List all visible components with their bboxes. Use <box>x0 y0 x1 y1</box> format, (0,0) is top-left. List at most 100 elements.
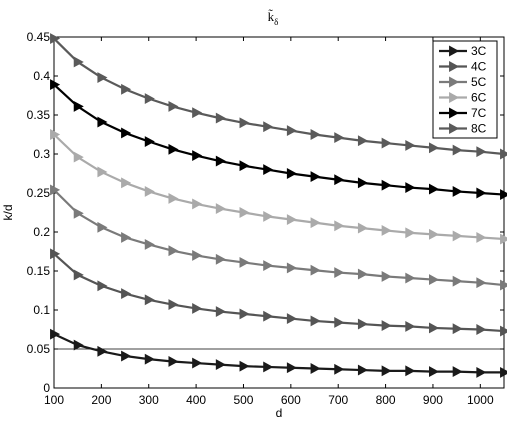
data-point <box>97 72 108 83</box>
legend-marker <box>449 61 460 72</box>
data-point <box>476 232 487 243</box>
data-point <box>476 366 487 378</box>
data-point <box>381 320 392 332</box>
data-point <box>405 365 416 377</box>
data-point <box>476 187 487 199</box>
legend-item: 6C <box>439 91 487 105</box>
data-point <box>50 79 61 91</box>
data-point <box>500 233 507 245</box>
data-point <box>334 317 345 328</box>
data-point <box>452 186 463 197</box>
x-tick-label: 600 <box>281 393 301 407</box>
data-point <box>215 306 226 317</box>
data-point <box>334 132 345 144</box>
y-tick-label: 0.35 <box>27 108 51 122</box>
data-point <box>428 142 440 154</box>
legend-marker <box>449 107 460 119</box>
data-point <box>97 221 108 233</box>
chart-title: k̃δ <box>268 9 279 27</box>
data-point <box>239 117 250 129</box>
x-tick-label: 800 <box>376 393 396 407</box>
data-point <box>286 362 297 374</box>
data-point <box>357 222 369 234</box>
data-point <box>334 267 345 278</box>
data-point <box>263 210 274 222</box>
data-point <box>452 366 463 378</box>
data-point <box>263 361 274 373</box>
data-point <box>357 318 369 330</box>
data-point <box>144 93 155 105</box>
data-point <box>500 279 507 291</box>
data-point <box>476 277 487 289</box>
data-point <box>405 139 416 151</box>
data-point <box>500 325 507 337</box>
data-point <box>73 151 84 163</box>
data-point <box>144 186 155 197</box>
data-point <box>452 323 463 335</box>
legend-label: 8C <box>471 122 487 136</box>
data-point <box>144 136 155 147</box>
data-point <box>334 174 345 186</box>
x-tick-label: 200 <box>91 393 111 407</box>
y-tick-label: 0.25 <box>27 186 51 200</box>
y-tick-label: 0.15 <box>27 264 51 278</box>
data-point <box>168 143 179 155</box>
data-point <box>405 272 416 284</box>
data-point <box>452 275 463 287</box>
data-point <box>428 322 440 334</box>
data-point <box>428 183 440 195</box>
data-point <box>405 320 416 332</box>
data-point <box>144 239 155 250</box>
data-point <box>381 225 392 236</box>
x-tick-label: 300 <box>139 393 159 407</box>
data-point <box>97 166 108 178</box>
legend-label: 5C <box>471 75 487 89</box>
data-point <box>144 294 155 306</box>
legend-marker <box>449 92 460 103</box>
data-point <box>215 359 226 371</box>
plot-frame <box>53 36 505 389</box>
data-point <box>215 155 226 167</box>
series-4C <box>50 248 507 337</box>
data-point <box>192 107 203 119</box>
data-point <box>215 253 226 265</box>
data-point <box>239 360 250 372</box>
data-point <box>263 310 274 322</box>
series-6C <box>50 129 507 245</box>
data-point <box>168 193 179 204</box>
x-tick-label: 700 <box>328 393 348 407</box>
data-point <box>50 248 61 260</box>
data-point <box>310 171 321 183</box>
data-point <box>168 299 179 310</box>
x-tick-label: 900 <box>423 393 443 407</box>
data-point <box>452 230 463 242</box>
y-tick-label: 0.4 <box>33 69 50 83</box>
data-point <box>263 121 274 133</box>
legend-label: 3C <box>471 44 487 58</box>
y-tick-label: 0.1 <box>33 303 50 317</box>
legend-item: 4C <box>439 60 487 74</box>
data-point <box>381 137 392 149</box>
data-point <box>428 228 440 240</box>
data-point <box>357 177 369 189</box>
data-point <box>263 260 274 271</box>
data-point <box>310 264 321 276</box>
data-point <box>121 83 132 95</box>
data-point <box>428 366 440 378</box>
data-point <box>500 189 507 200</box>
legend-item: 3C <box>439 44 487 58</box>
data-point <box>97 280 108 292</box>
data-point <box>357 135 369 147</box>
data-point <box>310 217 321 229</box>
data-point <box>239 308 250 320</box>
x-axis-label: d <box>276 406 283 420</box>
data-point <box>476 324 487 335</box>
data-point <box>310 363 321 374</box>
series-8C <box>50 33 507 160</box>
x-tick-label: 500 <box>233 393 253 407</box>
data-point <box>168 245 179 257</box>
series-3C <box>50 328 507 378</box>
data-point <box>239 160 250 172</box>
data-point <box>73 207 84 219</box>
